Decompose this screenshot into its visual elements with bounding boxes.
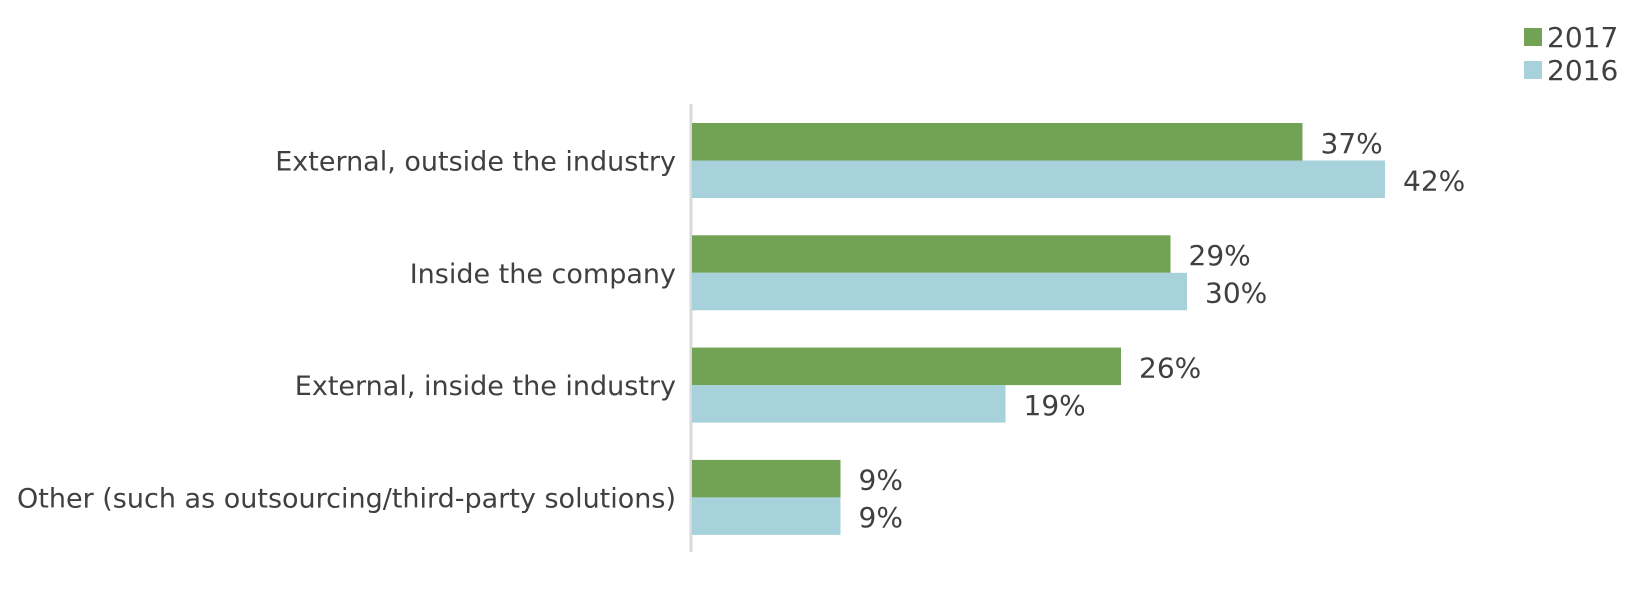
value-label-2016-other-such-as-outsourcing-third-party-solutions: 9% [859,501,903,534]
bar-2016-inside-the-company [692,272,1187,311]
legend-swatch-2016 [1524,61,1542,79]
bar-2017-external-outside-the-industry [692,123,1303,161]
value-label-2016-external-outside-the-industry: 42% [1403,164,1465,197]
value-label-2016-inside-the-company: 30% [1205,277,1267,310]
bar-2016-external-inside-the-industry [692,385,1006,423]
bar-2016-other-such-as-outsourcing-third-party-solutions [692,497,841,535]
bars-layer [692,123,1385,535]
legend-swatch-2017 [1524,28,1542,46]
labels-layer: External, outside the industry 37% 42% Insi… [17,127,1465,534]
category-label-other-such-as-outsourcing-third-party-solutions: Other (such as outsourcing/third-party s… [17,483,676,514]
bar-2016-external-outside-the-industry [692,160,1385,198]
bar-2017-inside-the-company [692,235,1171,273]
legend-label-2017: 2017 [1547,21,1618,54]
category-label-external-outside-the-industry: External, outside the industry [275,147,676,178]
value-label-2017-external-outside-the-industry: 37% [1321,127,1383,160]
value-label-2017-other-such-as-outsourcing-third-party-solutions: 9% [859,464,903,497]
category-label-external-inside-the-industry: External, inside the industry [295,371,676,402]
value-label-2016-external-inside-the-industry: 19% [1024,389,1086,422]
bar-2017-other-such-as-outsourcing-third-party-solutions [692,459,841,498]
bar-2017-external-inside-the-industry [692,347,1121,386]
value-label-2017-inside-the-company: 29% [1189,239,1251,272]
legend-label-2016: 2016 [1547,54,1618,87]
value-label-2017-external-inside-the-industry: 26% [1139,351,1201,384]
category-label-inside-the-company: Inside the company [410,259,676,290]
